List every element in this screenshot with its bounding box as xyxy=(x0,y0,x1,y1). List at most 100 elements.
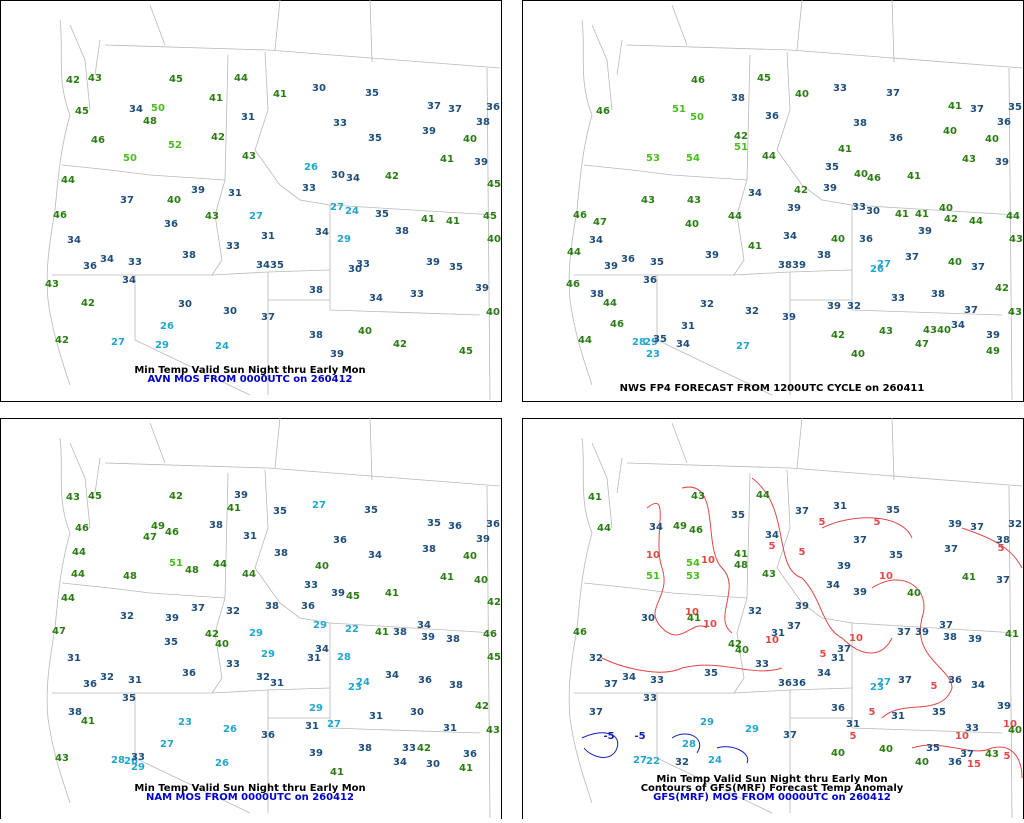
station-temp: 36 xyxy=(765,111,779,122)
station-temp: 44 xyxy=(1006,211,1020,222)
station-temp: 31 xyxy=(228,188,242,199)
station-temp: 38 xyxy=(853,118,867,129)
station-temp: 44 xyxy=(728,211,742,222)
station-temp: 38 xyxy=(449,680,463,691)
station-temp: 31 xyxy=(681,321,695,332)
station-temp: 29 xyxy=(131,762,145,773)
station-temp: 48 xyxy=(123,571,137,582)
station-temp: 34 xyxy=(129,104,143,115)
station-temp: 39 xyxy=(792,260,806,271)
station-temp: 39 xyxy=(309,748,323,759)
map-boundary xyxy=(671,4,688,46)
station-temp: 50 xyxy=(151,103,165,114)
station-temp: 36 xyxy=(83,679,97,690)
station-temp: 42 xyxy=(475,701,489,712)
station-temp: 39 xyxy=(234,490,248,501)
station-temp: 44 xyxy=(597,523,611,534)
station-temp: 31 xyxy=(261,231,275,242)
station-temp: 36 xyxy=(859,234,873,245)
contour-label: -5 xyxy=(603,731,614,742)
station-temp: 35 xyxy=(650,257,664,268)
station-temp: 50 xyxy=(123,153,137,164)
station-temp: 31 xyxy=(241,112,255,123)
station-temp: 34 xyxy=(765,530,779,541)
station-temp: 41 xyxy=(948,101,962,112)
station-temp: 38 xyxy=(309,285,323,296)
station-temp: 40 xyxy=(937,325,951,336)
station-temp: 43 xyxy=(687,195,701,206)
station-temp: 29 xyxy=(644,337,658,348)
contour-label: 5 xyxy=(874,517,881,528)
station-temp: 40 xyxy=(915,757,929,768)
station-temp: 35 xyxy=(932,707,946,718)
map-boundary xyxy=(796,417,803,469)
station-temp: 44 xyxy=(71,569,85,580)
contour-label: 5 xyxy=(850,731,857,742)
map-boundary xyxy=(746,54,751,181)
station-temp: 37 xyxy=(996,575,1010,586)
panel-frame xyxy=(0,418,502,820)
panel-title: GFS(MRF) MOS FROM 0000UTC on 260412 xyxy=(653,792,891,803)
station-temp: 35 xyxy=(731,510,745,521)
contour-label: 5 xyxy=(769,541,776,552)
station-temp: 30 xyxy=(426,759,440,770)
station-temp: 38 xyxy=(590,289,604,300)
station-temp: 42 xyxy=(944,214,958,225)
station-temp: 39 xyxy=(604,261,618,272)
station-temp: 27 xyxy=(633,755,647,766)
map-boundary xyxy=(149,422,166,464)
station-temp: 51 xyxy=(734,142,748,153)
panel-title: Min Temp Valid Sun Night thru Early Mon xyxy=(134,783,365,794)
station-temp: 39 xyxy=(948,519,962,530)
station-temp: 32 xyxy=(226,606,240,617)
station-temp: 34 xyxy=(122,275,136,286)
station-temp: 44 xyxy=(242,569,256,580)
station-temp: 38 xyxy=(817,250,831,261)
map-boundary xyxy=(224,54,229,181)
map-boundary xyxy=(574,269,853,276)
station-temp: 29 xyxy=(745,724,759,735)
panel-title: NWS FP4 FORECAST FROM 1200UTC CYCLE on 2… xyxy=(620,383,925,394)
station-temp: 37 xyxy=(960,749,974,760)
station-temp: 30 xyxy=(348,264,362,275)
station-temp: 29 xyxy=(261,649,275,660)
map-boundary xyxy=(1008,67,1013,401)
station-temp: 36 xyxy=(948,675,962,686)
station-temp: 47 xyxy=(593,217,607,228)
station-temp: 32 xyxy=(589,653,603,664)
map-boundary xyxy=(274,417,281,469)
station-temp: 31 xyxy=(831,653,845,664)
station-temp: 34 xyxy=(748,188,762,199)
station-temp: 46 xyxy=(689,525,703,536)
contour-label: 5 xyxy=(931,681,938,692)
station-temp: 33 xyxy=(402,743,416,754)
station-temp: 31 xyxy=(243,531,257,542)
map-boundary xyxy=(134,275,251,396)
station-temp: 37 xyxy=(886,88,900,99)
anomaly-contour xyxy=(601,657,783,673)
station-temp: 43 xyxy=(45,279,59,290)
station-temp: 45 xyxy=(487,652,501,663)
map-boundary xyxy=(851,204,1018,216)
station-temp: 39 xyxy=(330,349,344,360)
station-temp: 33 xyxy=(650,675,664,686)
station-temp: 53 xyxy=(686,571,700,582)
station-temp: 33 xyxy=(755,659,769,670)
contour-label: 5 xyxy=(819,517,826,528)
station-temp: 43 xyxy=(55,753,69,764)
map-boundary xyxy=(149,4,166,46)
station-temp: 46 xyxy=(483,629,497,640)
station-temp: 36 xyxy=(301,601,315,612)
map-boundary xyxy=(1008,485,1013,819)
station-temp: 37 xyxy=(427,101,441,112)
contour-label: 5 xyxy=(799,547,806,558)
station-temp: 39 xyxy=(827,301,841,312)
station-temp: 42 xyxy=(995,283,1009,294)
station-temp: 35 xyxy=(704,668,718,679)
map-boundary xyxy=(591,24,623,111)
station-temp: 36 xyxy=(83,261,97,272)
station-temp: 36 xyxy=(831,703,845,714)
station-temp: 34 xyxy=(783,231,797,242)
